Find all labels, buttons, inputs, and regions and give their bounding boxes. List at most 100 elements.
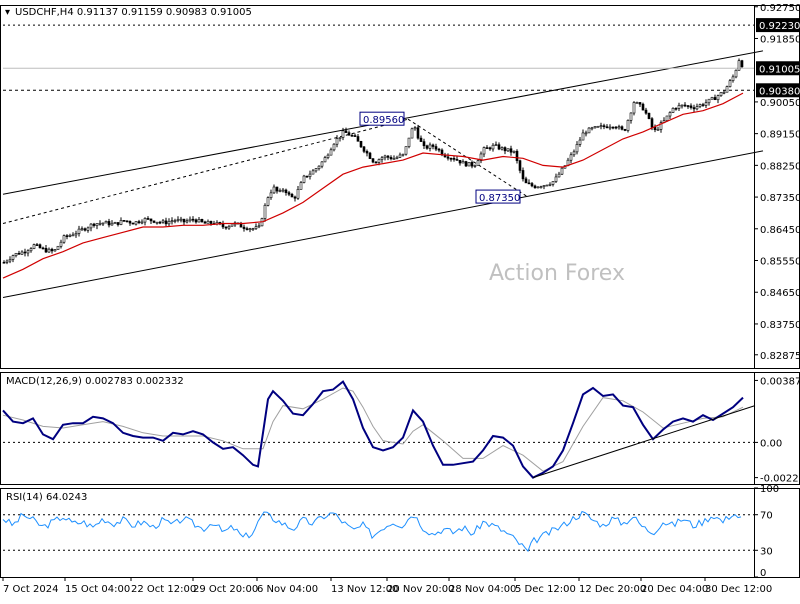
candle-body (15, 253, 17, 255)
candle-body (690, 106, 692, 108)
time-axis-label: 22 Oct 12:00 (131, 584, 196, 595)
time-axis-label: 29 Oct 20:00 (193, 584, 258, 595)
candle-body (630, 113, 632, 120)
candle-body (153, 221, 155, 223)
candle-body (93, 224, 95, 226)
candle-body (81, 229, 83, 230)
candle-body (450, 158, 452, 159)
candle-body (255, 227, 257, 229)
candle-body (735, 70, 737, 77)
candle-body (54, 250, 56, 251)
candle-body (729, 81, 731, 87)
candle-body (561, 168, 563, 174)
candle-body (249, 229, 251, 230)
candle-body (306, 176, 308, 177)
candle-body (486, 148, 488, 149)
candle-body (606, 127, 608, 128)
candle-body (435, 147, 437, 150)
candle-body (48, 249, 50, 252)
rsi-title: RSI(14) 64.0243 (6, 492, 87, 503)
candle-body (315, 169, 317, 171)
time-axis-label: 20 Nov 20:00 (387, 584, 454, 595)
candle-body (72, 235, 74, 236)
candle-body (39, 245, 41, 248)
candle-body (522, 170, 524, 178)
candle-body (612, 127, 614, 128)
candle-body (402, 154, 404, 155)
candle-body (570, 155, 572, 160)
candle-body (186, 221, 188, 222)
candle-body (126, 221, 128, 222)
candle-body (510, 149, 512, 153)
candle-body (270, 193, 272, 198)
candle-body (411, 129, 413, 138)
candle-body (42, 248, 44, 249)
candle-body (345, 131, 347, 133)
candle-body (603, 126, 605, 127)
candle-body (705, 103, 707, 106)
candle-body (366, 151, 368, 153)
candle-body (417, 128, 419, 138)
annotation-label: 0.89560 (363, 115, 404, 126)
candle-body (57, 246, 59, 249)
price-y-tick-label: 0.90050 (760, 98, 800, 109)
candle-body (159, 222, 161, 223)
candle-body (507, 149, 509, 151)
candle-body (636, 102, 638, 103)
candle-body (642, 104, 644, 110)
candle-body (657, 129, 659, 130)
candle-body (348, 133, 350, 136)
rsi-y-tick-label: 0 (760, 568, 766, 579)
candle-body (123, 220, 125, 221)
candle-body (336, 139, 338, 145)
candle-body (18, 253, 20, 254)
candle-body (312, 171, 314, 174)
candle-body (168, 221, 170, 223)
candle-body (264, 205, 266, 218)
candle-body (531, 184, 533, 186)
candle-body (354, 136, 356, 137)
candle-body (222, 224, 224, 227)
candle-body (300, 182, 302, 189)
price-y-tick-label: 0.85550 (760, 257, 800, 268)
candle-body (201, 219, 203, 222)
candle-body (537, 187, 539, 188)
candle-body (210, 221, 212, 223)
candle-body (621, 127, 623, 130)
candle-body (477, 161, 479, 166)
candle-body (33, 245, 35, 249)
candle-body (492, 145, 494, 149)
candle-body (615, 127, 617, 128)
chart-title: USDCHF,H4 0.91137 0.91159 0.90983 0.9100… (15, 7, 252, 18)
candle-body (66, 236, 68, 237)
candle-body (27, 251, 29, 253)
candle-body (117, 222, 119, 224)
candle-body (99, 223, 101, 224)
candle-body (183, 219, 185, 222)
candle-body (381, 158, 383, 160)
macd-title: MACD(12,26,9) 0.002783 0.002332 (6, 376, 184, 387)
candle-body (483, 148, 485, 154)
price-y-tick-label: 0.82875 (760, 351, 800, 362)
candle-body (45, 248, 47, 252)
candle-body (579, 140, 581, 144)
candle-body (132, 223, 134, 224)
candle-body (393, 158, 395, 159)
candle-body (585, 133, 587, 134)
candle-body (609, 127, 611, 128)
candle-body (276, 187, 278, 191)
candle-body (675, 108, 677, 109)
candle-body (639, 102, 641, 104)
candle-body (378, 160, 380, 163)
candle-body (318, 166, 320, 169)
candle-body (147, 218, 149, 219)
candle-body (330, 150, 332, 155)
candle-body (504, 148, 506, 151)
candle-body (78, 229, 80, 233)
candle-body (669, 113, 671, 116)
candle-body (498, 145, 500, 149)
candle-body (228, 226, 230, 228)
price-y-tick-label: 0.91850 (760, 34, 800, 45)
candle-body (426, 146, 428, 149)
